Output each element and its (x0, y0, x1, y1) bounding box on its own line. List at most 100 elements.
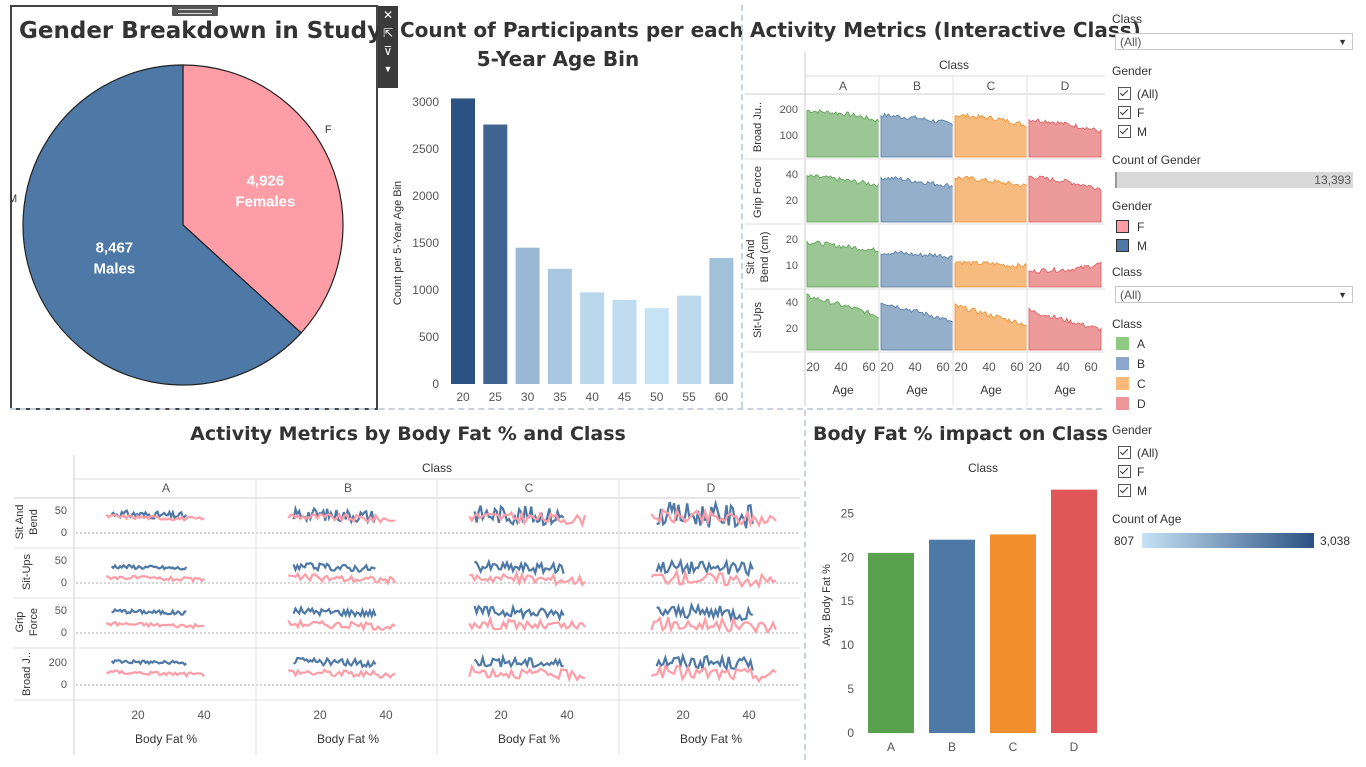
row-label: Grip Force (752, 166, 764, 218)
x-tick-label: 20 (880, 360, 894, 374)
y-tick-label: 15 (841, 594, 855, 608)
count-age-max: 3,038 (1320, 534, 1351, 548)
y-tick-label: 50 (55, 555, 67, 567)
activity-class-chart[interactable]: Class A B C D Broad Ju.. 200 100 Grip Force 40 20 S… (745, 52, 1105, 406)
column-label: D (707, 481, 716, 495)
x-tick-label: 40 (379, 708, 393, 722)
bodyfat-class-title: Activity Metrics by Body Fat % and Class (190, 423, 626, 445)
line-m (292, 604, 377, 620)
x-axis-label: Age (1054, 383, 1076, 397)
x-tick-label: 40 (197, 708, 211, 722)
line-f (469, 569, 586, 587)
bodyfat-impact-title: Body Fat % impact on Class (813, 423, 1108, 445)
x-tick-label: 40 (908, 360, 922, 374)
age-bins-chart[interactable]: 0 500 1000 1500 2000 2500 3000 20 25 30 35 40 45 50 55… (385, 80, 740, 410)
age-bar (451, 98, 475, 384)
class-filter-2-dropdown[interactable]: (All) ▼ (1115, 286, 1353, 303)
x-tick-label: 20 (954, 360, 968, 374)
class-bar (868, 552, 914, 733)
area-mark (954, 302, 1028, 351)
line-f (287, 511, 396, 524)
line-f (105, 513, 205, 522)
close-icon[interactable]: ✕ (382, 8, 394, 22)
gender-legend-f[interactable]: F (1116, 220, 1144, 236)
x-tick-label: 50 (650, 390, 664, 404)
popout-icon[interactable]: ⇱ (382, 26, 394, 40)
area-mark (806, 174, 880, 223)
class-bar (929, 539, 975, 733)
legend-swatch (1116, 357, 1129, 370)
age-bins-title-2: 5-Year Age Bin (476, 47, 640, 71)
class-legend-d[interactable]: D (1116, 397, 1146, 413)
gender-filter-2-f[interactable]: F (1118, 465, 1144, 481)
pie-sub-label: Males (94, 260, 136, 277)
area-mark (1028, 175, 1102, 223)
x-tick-label: 20 (676, 708, 690, 722)
checkbox-icon (1118, 106, 1131, 119)
x-axis-label: Body Fat % (135, 732, 197, 746)
x-tick-label: 60 (1010, 360, 1024, 374)
count-age-title: Count of Age (1112, 512, 1182, 526)
area-mark (880, 250, 954, 288)
x-tick-label: 60 (862, 360, 876, 374)
gender-pie-chart[interactable]: 4,926 Females F 8,467 Males M (10, 50, 378, 410)
area-mark (954, 112, 1028, 158)
bodyfat-class-chart[interactable]: Class A B C D Sit And Bend 50 0 Sit-Ups 50 0 Grip For… (14, 455, 804, 755)
class-legend-b[interactable]: B (1116, 357, 1145, 373)
checkbox-icon (1118, 87, 1131, 100)
age-bar (580, 292, 605, 384)
gender-filter-2-all[interactable]: (All) (1118, 446, 1158, 462)
age-bins-title-1: Count of Participants per each (400, 18, 744, 42)
age-bar (515, 247, 540, 384)
y-tick-label: 50 (55, 605, 67, 617)
area-mark (954, 260, 1028, 288)
x-tick-label: 40 (586, 390, 600, 404)
class-filter-title: Class (1112, 12, 1143, 26)
y-tick-label: 200 (780, 104, 798, 116)
gender-filter-2-m[interactable]: M (1118, 484, 1147, 500)
gender-filter-f[interactable]: F (1118, 106, 1144, 122)
activity-class-title: Activity Metrics (Interactive Class) (750, 18, 1141, 42)
gender-filter-all[interactable]: (All) (1118, 87, 1158, 103)
column-header: Class (422, 461, 452, 475)
x-tick-label: B (948, 740, 956, 754)
line-f (650, 615, 777, 635)
y-tick-label: 10 (786, 260, 798, 272)
y-axis-label: Avg. Body Fat % (821, 564, 833, 646)
x-tick-label: 20 (313, 708, 327, 722)
line-m (111, 607, 187, 616)
pie-slice-f (182, 64, 344, 334)
column-label: B (344, 481, 352, 495)
class-bar (990, 534, 1036, 733)
line-m (110, 658, 187, 667)
x-axis-label: Age (980, 383, 1002, 397)
filter-icon[interactable]: ⊽ (383, 44, 393, 58)
menu-icon[interactable]: ▼ (383, 64, 393, 74)
area-mark (1028, 118, 1102, 158)
x-tick-label: 20 (1028, 360, 1042, 374)
age-bar (644, 308, 669, 384)
class-filter-2-value: (All) (1120, 288, 1142, 302)
line-f (468, 510, 587, 529)
class-legend-c[interactable]: C (1116, 377, 1146, 393)
drag-handle[interactable] (172, 6, 218, 16)
line-f (468, 615, 586, 632)
class-legend-a[interactable]: A (1116, 337, 1145, 353)
age-bar (612, 299, 637, 384)
gender-legend-m[interactable]: M (1116, 239, 1147, 255)
checkbox-icon (1118, 125, 1131, 138)
checkbox-icon (1118, 465, 1131, 478)
y-tick-label: 5 (847, 682, 854, 696)
y-tick-label: 20 (786, 323, 798, 335)
bodyfat-impact-chart[interactable]: Class 0 5 10 15 20 25 A B C D Avg. Body Fat % (808, 455, 1108, 760)
line-m (473, 504, 565, 527)
gender-filter-m[interactable]: M (1118, 125, 1147, 141)
x-tick-label: 20 (806, 360, 820, 374)
class-filter-dropdown[interactable]: (All) ▼ (1115, 33, 1353, 50)
y-tick-label: 100 (780, 130, 798, 142)
x-tick-label: 20 (494, 708, 508, 722)
x-tick-label: 60 (936, 360, 950, 374)
pie-slice-m (22, 64, 302, 386)
area-mark (806, 109, 880, 158)
x-axis-label: Body Fat % (680, 732, 742, 746)
